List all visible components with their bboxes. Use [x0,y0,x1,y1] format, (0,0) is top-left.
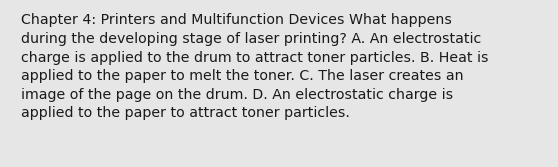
Text: Chapter 4: Printers and Multifunction Devices What happens
during the developing: Chapter 4: Printers and Multifunction De… [21,13,489,120]
